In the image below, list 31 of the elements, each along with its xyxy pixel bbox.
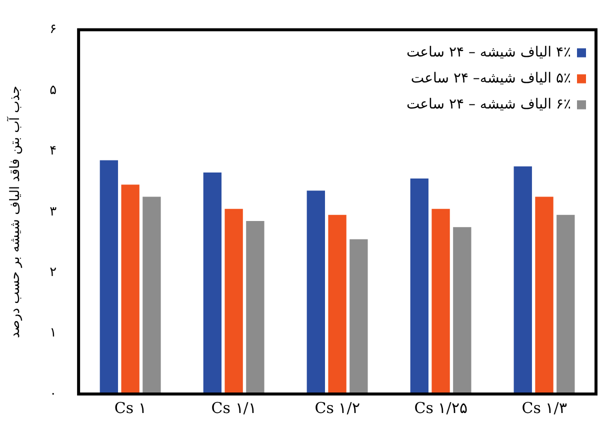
y-tick-label: ۶ — [50, 22, 57, 38]
legend-label: ۶٪ الیاف شیشه – ۲۴ ساعت — [406, 96, 571, 112]
bar — [203, 172, 222, 394]
x-tick-label: Cs ۱/۲۵ — [414, 398, 468, 417]
bar — [514, 166, 532, 394]
bar — [410, 178, 428, 394]
bar — [121, 184, 140, 394]
bar — [556, 214, 575, 394]
y-tick-label: ۴ — [50, 144, 57, 159]
bar — [350, 239, 368, 394]
y-tick-label: ۱ — [50, 326, 57, 341]
bar — [246, 221, 264, 394]
bar — [142, 196, 161, 394]
y-tick-label: ۲ — [50, 264, 57, 280]
bar — [453, 227, 472, 394]
y-tick-label: ۵ — [50, 82, 57, 98]
y-axis-title: جذب آب بتن فاقد الیاف شیشه بر حسب درصد — [6, 86, 24, 338]
bar — [432, 208, 450, 394]
x-tick-label: Cs ۱/۳ — [522, 398, 567, 417]
bar — [306, 190, 325, 394]
bar — [100, 160, 118, 394]
bar — [224, 208, 243, 394]
x-tick-label: Cs ۱/۲ — [314, 398, 360, 417]
x-tick-label: Cs ۱ — [114, 398, 146, 417]
bar — [328, 214, 346, 394]
legend-label: ۵٪ الیاف شیشه– ۲۴ ساعت — [410, 70, 571, 86]
y-tick-label: ٠ — [50, 386, 57, 402]
x-tick-label: Cs ۱/۱ — [211, 398, 256, 417]
bar — [535, 196, 554, 394]
y-tick-label: ۳ — [50, 204, 57, 220]
legend-label: ۴٪ الیاف شیشه – ۲۴ ساعت — [406, 44, 571, 60]
